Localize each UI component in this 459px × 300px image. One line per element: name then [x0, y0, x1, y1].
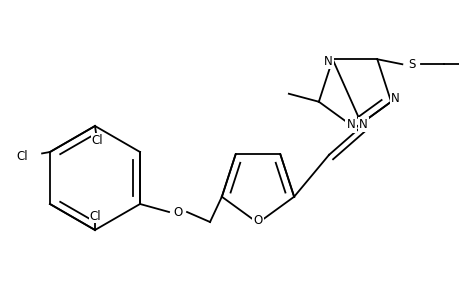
Text: O: O	[173, 206, 182, 218]
Text: O: O	[253, 214, 262, 227]
Text: N: N	[358, 118, 367, 131]
Text: Cl: Cl	[17, 149, 28, 163]
Text: N: N	[346, 118, 355, 131]
Text: S: S	[408, 58, 415, 71]
Text: Cl: Cl	[89, 209, 101, 223]
Text: N: N	[390, 92, 399, 105]
Text: N: N	[324, 55, 332, 68]
Text: Cl: Cl	[91, 134, 103, 146]
